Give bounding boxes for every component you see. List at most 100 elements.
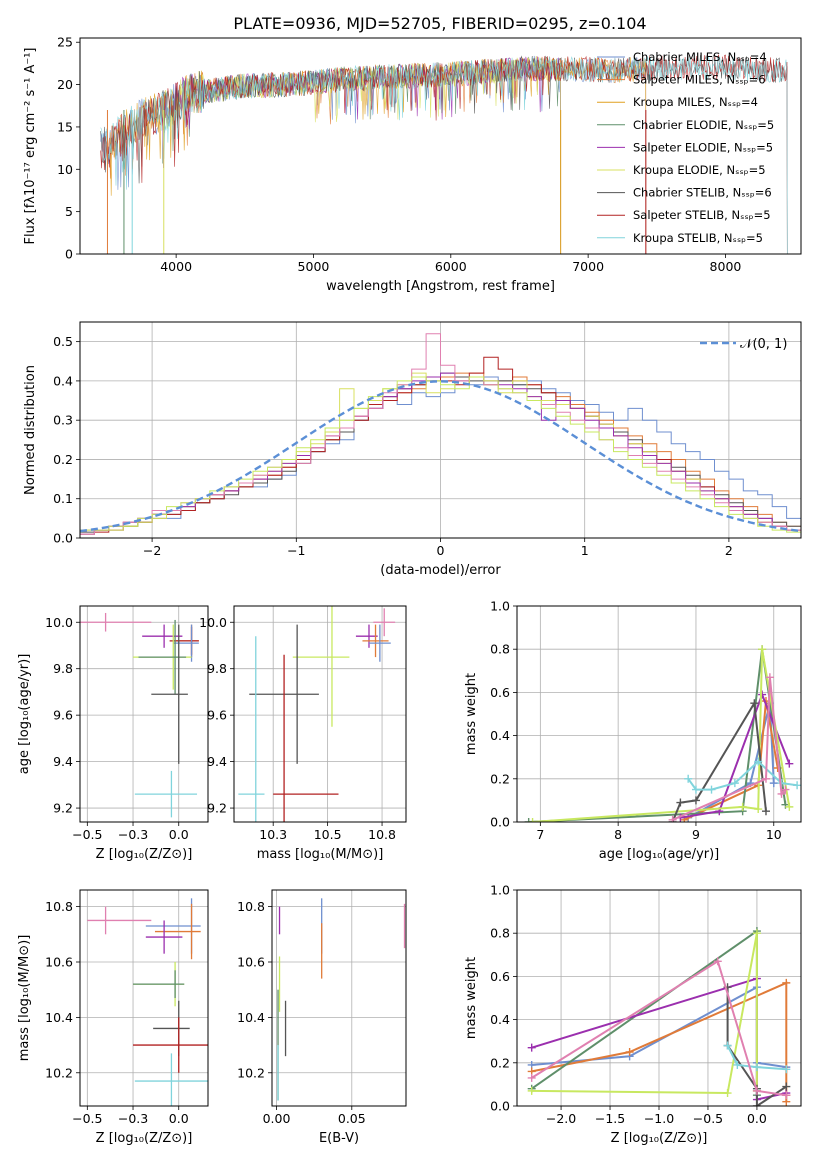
x-axis-label: Z [log₁₀(Z/Z⊙)] xyxy=(611,1131,708,1146)
y-tick-label: 1.0 xyxy=(490,883,510,898)
axes-frame xyxy=(516,889,802,1107)
y-tick-label: 0.6 xyxy=(490,969,510,984)
x-tick-label: 7000 xyxy=(572,259,604,274)
x-tick-label: 0.0 xyxy=(169,1111,189,1126)
series-marker xyxy=(668,815,677,822)
series-marker xyxy=(769,779,778,788)
legend-label: Salpeter STELIB, Nₛₛₚ=5 xyxy=(633,208,771,222)
y-tick-label: 10.0 xyxy=(45,615,73,630)
series-line-lime xyxy=(531,933,758,1095)
legend-label: Kroupa STELIB, Nₛₛₚ=5 xyxy=(633,231,763,245)
y-tick-label: 0.8 xyxy=(490,642,510,657)
series-marker xyxy=(723,1089,732,1098)
series-marker xyxy=(733,1060,742,1069)
x-tick-label: 8000 xyxy=(710,259,742,274)
series-marker xyxy=(752,929,761,938)
y-tick-label: 0.2 xyxy=(53,452,73,467)
figure-title: PLATE=0936, MJD=52705, FIBERID=0295, z=0… xyxy=(233,14,646,33)
x-axis-label: mass [log₁₀(M/M⊙)] xyxy=(257,847,384,862)
series-marker xyxy=(625,1048,634,1056)
error-bars xyxy=(238,606,396,822)
legend-label: Chabrier ELODIE, Nₛₛₚ=5 xyxy=(633,118,774,132)
y-tick-label: 5 xyxy=(65,204,73,219)
x-tick-label: −0.3 xyxy=(118,827,148,842)
y-tick-label: 0.1 xyxy=(53,491,73,506)
x-tick-label: −2 xyxy=(143,543,161,558)
x-tick-label: 6000 xyxy=(435,259,467,274)
x-axis-label: age [log₁₀(age/yr)] xyxy=(599,847,720,862)
x-tick-label: 10.3 xyxy=(259,827,287,842)
x-axis-label: Z [log₁₀(Z/Z⊙)] xyxy=(96,1131,193,1146)
x-tick-label: 8 xyxy=(614,827,622,842)
y-axis-label: age [log₁₀(age/yr)] xyxy=(17,654,32,775)
legend-label: Salpeter MILES, Nₛₛₚ=6 xyxy=(633,73,766,87)
x-axis-label: Z [log₁₀(Z/Z⊙)] xyxy=(96,847,193,862)
x-tick-label: 0.0 xyxy=(169,827,189,842)
series-marker xyxy=(738,802,747,811)
x-axis-label: (data-model)/error xyxy=(380,563,501,578)
axes-frame xyxy=(233,605,407,823)
y-axis-label: mass weight xyxy=(464,957,479,1039)
x-tick-label: 10.8 xyxy=(368,827,396,842)
y-tick-label: 10 xyxy=(57,162,73,177)
y-tick-label: 9.2 xyxy=(207,801,227,816)
axes-frame xyxy=(516,605,802,823)
series-marker xyxy=(707,785,716,794)
y-tick-label: 0.0 xyxy=(490,815,510,830)
y-tick-label: 10.8 xyxy=(45,899,73,914)
y-tick-label: 0.0 xyxy=(490,1099,510,1114)
y-tick-label: 0.5 xyxy=(53,334,73,349)
y-tick-label: 10.0 xyxy=(199,615,227,630)
series-marker xyxy=(758,690,767,699)
error-bars xyxy=(80,612,199,818)
mass-weight-vs-metallicity-panel: −2.0 −1.5 −1.0 −0.5 0.0 0.0 0.2 0.4 0.6 0.8 1.0 Z [… xyxy=(464,883,802,1146)
series-marker xyxy=(754,805,763,814)
legend-label: Kroupa ELODIE, Nₛₛₚ=5 xyxy=(633,163,766,177)
axes-frame xyxy=(271,889,407,1107)
y-tick-label: 0.4 xyxy=(490,1012,510,1027)
x-tick-label: 10 xyxy=(766,827,782,842)
y-axis-label: mass weight xyxy=(464,673,479,755)
series-marker xyxy=(758,645,767,654)
series-marker xyxy=(761,807,770,816)
series-line-chabrier-elodie xyxy=(528,649,787,822)
series-marker xyxy=(730,779,739,788)
series-marker xyxy=(750,699,759,708)
error-bars xyxy=(277,898,406,1101)
y-tick-label: 0.3 xyxy=(53,413,73,428)
x-tick-label: −1.5 xyxy=(595,1111,625,1126)
y-tick-label: 0.2 xyxy=(490,1055,510,1070)
legend-label: Salpeter ELODIE, Nₛₛₚ=5 xyxy=(633,140,773,154)
y-tick-label: 10.2 xyxy=(45,1065,73,1080)
x-axis-label: E(B-V) xyxy=(319,1131,359,1146)
series-marker xyxy=(793,781,801,790)
y-tick-label: 9.4 xyxy=(207,754,227,769)
y-tick-label: 9.4 xyxy=(53,754,73,769)
x-tick-label: 1 xyxy=(581,543,589,558)
series-marker xyxy=(527,1073,536,1082)
x-tick-label: 2 xyxy=(725,543,733,558)
x-tick-label: 0.05 xyxy=(338,1111,366,1126)
y-tick-label: 10.6 xyxy=(45,955,73,970)
y-tick-label: 9.6 xyxy=(207,708,227,723)
series-marker xyxy=(752,1102,761,1106)
x-tick-label: −1.0 xyxy=(644,1111,674,1126)
series-marker xyxy=(676,798,685,807)
y-tick-label: 20 xyxy=(57,77,73,92)
x-tick-label: −0.5 xyxy=(72,827,102,842)
y-axis-label: Flux [fλ10⁻¹⁷ erg cm⁻² s⁻¹ A⁻¹] xyxy=(23,48,38,245)
series-line-pink xyxy=(531,959,787,1097)
spectrum-line-kroupa-stelib xyxy=(100,55,788,254)
y-tick-label: 0.6 xyxy=(490,685,510,700)
series-marker xyxy=(752,1086,761,1095)
x-tick-label: 0.00 xyxy=(263,1111,291,1126)
x-tick-label: −0.5 xyxy=(72,1111,102,1126)
spectrum-lines xyxy=(100,54,788,254)
series-marker xyxy=(691,796,700,805)
x-tick-label: 4000 xyxy=(160,259,192,274)
axes-frame xyxy=(79,321,802,539)
y-tick-label: 0.8 xyxy=(490,926,510,941)
y-axis-label: Normed distribution xyxy=(23,365,38,495)
axes-frame xyxy=(79,605,209,823)
residuals-panel: −2 −1 0 1 2 0.0 0.1 0.2 0.3 0.4 0.5 (data-model)/er… xyxy=(23,321,802,578)
